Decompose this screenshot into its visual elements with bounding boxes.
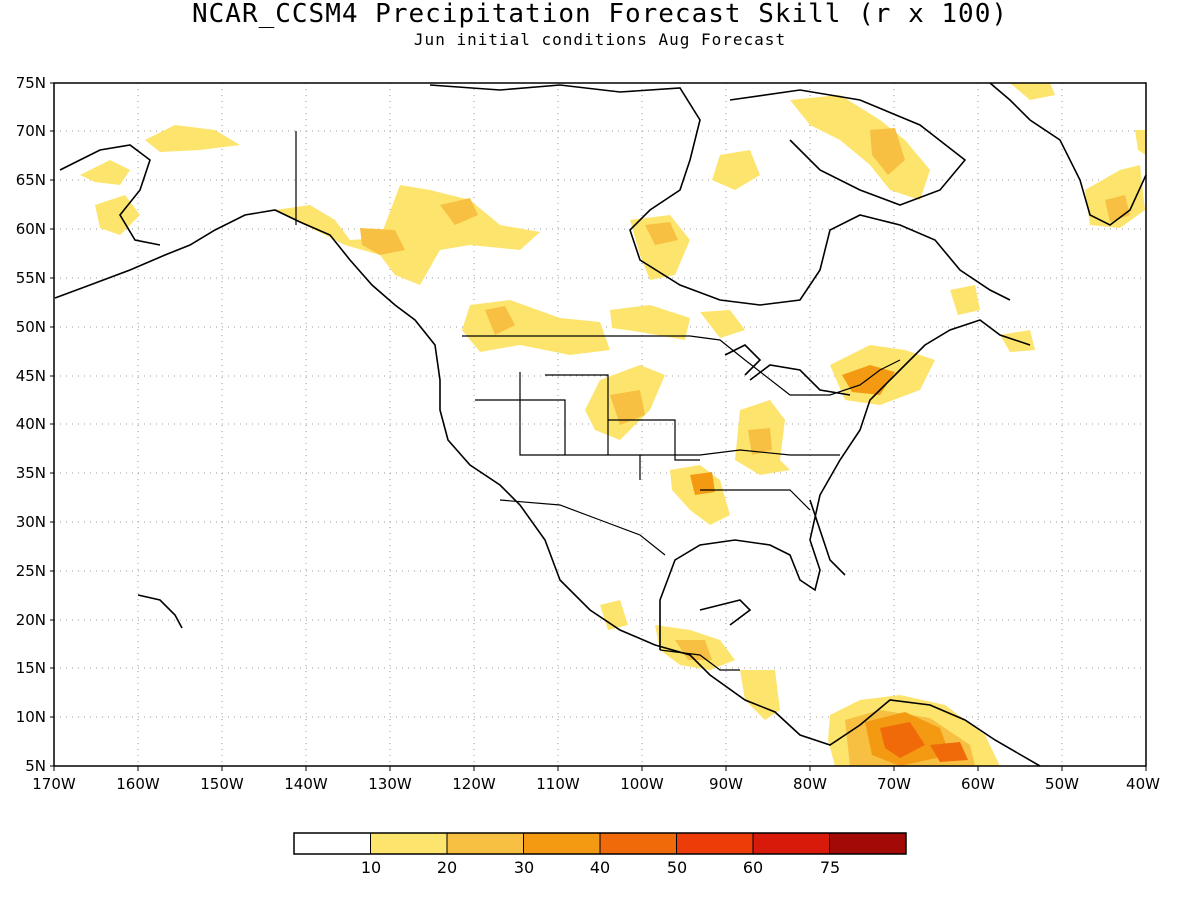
coastlines [54, 82, 1147, 767]
colorbar-swatches [293, 832, 907, 855]
political-borders [295, 131, 901, 671]
lon-label: 80W [793, 775, 827, 793]
colorbar-label: 50 [667, 858, 687, 877]
lat-label: 5N [25, 757, 46, 775]
lon-label: 110W [536, 775, 580, 793]
lon-label: 90W [709, 775, 743, 793]
lat-label: 70N [16, 122, 46, 140]
longitude-labels: 170W 160W 150W 140W 130W 120W 110W 100W … [32, 775, 1160, 793]
colorbar-swatch [293, 832, 371, 855]
colorbar-label: 75 [820, 858, 840, 877]
colorbar-swatch [523, 832, 601, 855]
lat-label: 30N [16, 513, 46, 531]
lat-label: 45N [16, 367, 46, 385]
lon-label: 60W [961, 775, 995, 793]
lon-label: 130W [368, 775, 412, 793]
lon-label: 50W [1045, 775, 1079, 793]
lat-label: 20N [16, 611, 46, 629]
lon-label: 40W [1126, 775, 1160, 793]
colorbar-swatch [829, 832, 907, 855]
lon-label: 170W [32, 775, 76, 793]
lon-label: 140W [284, 775, 328, 793]
colorbar: 10 20 30 40 50 60 75 [293, 832, 907, 877]
colorbar-swatch [446, 832, 524, 855]
skill-shading [80, 83, 1146, 766]
lat-label: 75N [16, 74, 46, 92]
lat-label: 60N [16, 220, 46, 238]
lon-label: 100W [620, 775, 664, 793]
lon-label: 160W [116, 775, 160, 793]
colorbar-swatch [676, 832, 754, 855]
lon-label: 120W [452, 775, 496, 793]
colorbar-label: 20 [437, 858, 457, 877]
tick-marks [50, 82, 1147, 771]
colorbar-label: 10 [361, 858, 381, 877]
map-title: NCAR_CCSM4 Precipitation Forecast Skill … [191, 0, 1008, 29]
colorbar-swatch [752, 832, 830, 855]
colorbar-swatch [370, 832, 448, 855]
latitude-labels: 75N 70N 65N 60N 55N 50N 45N 40N 35N 30N … [16, 74, 46, 775]
colorbar-label: 40 [590, 858, 610, 877]
lon-label: 150W [200, 775, 244, 793]
lat-label: 40N [16, 415, 46, 433]
lat-label: 15N [16, 659, 46, 677]
lat-label: 25N [16, 562, 46, 580]
lat-label: 10N [16, 708, 46, 726]
map-subtitle: Jun initial conditions Aug Forecast [413, 30, 787, 49]
colorbar-swatch [599, 832, 677, 855]
lon-label: 70W [877, 775, 911, 793]
colorbar-label: 60 [743, 858, 763, 877]
lat-label: 50N [16, 318, 46, 336]
lat-label: 65N [16, 171, 46, 189]
lat-label: 35N [16, 464, 46, 482]
colorbar-frame [293, 832, 907, 855]
lat-label: 55N [16, 269, 46, 287]
colorbar-label: 30 [514, 858, 534, 877]
